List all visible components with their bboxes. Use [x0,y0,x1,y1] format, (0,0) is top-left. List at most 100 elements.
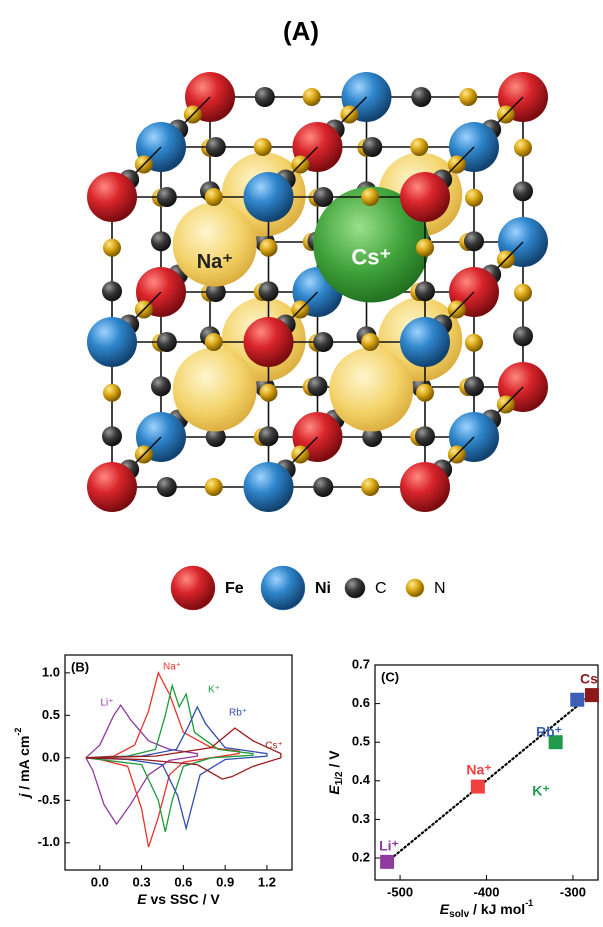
c-atom [157,187,177,207]
legend-label: Ni [315,580,331,597]
na-ion [173,348,257,432]
x-tick-label: 0.9 [216,874,234,889]
c-atom [411,87,431,107]
x-tick-label: -400 [473,884,499,899]
axis-label: E vs SSC / V [137,891,220,907]
axis-unit: / kJ mol [469,901,525,917]
point-label: Cs [580,671,598,687]
ion-label: Cs⁺ [351,244,391,269]
crystal-structure: Na⁺ Cs⁺ [87,72,548,512]
y-tick-label: 0.7 [352,656,370,671]
n-atom [254,138,272,156]
y-tick-label: 0.4 [352,772,371,787]
axis-label: Esolv / kJ mol-1 [440,898,533,919]
y-tick-label: 1.0 [42,664,60,679]
n-atom [416,239,434,257]
x-tick-label: 0.0 [91,874,109,889]
axis-unit: vs SSC / V [147,891,221,907]
c-atom [513,326,533,346]
n-atom [303,88,321,106]
point [380,855,394,869]
series-label: Cs⁺ [265,741,283,752]
x-tick-label: -500 [387,884,413,899]
n-atom [465,334,483,352]
n-atom [260,239,278,257]
fe-atom [244,317,294,367]
series-label: Li⁺ [100,698,113,709]
n-atom [205,333,223,351]
n-atom [514,139,532,157]
legend-label: C [375,580,387,597]
fit-line [387,694,592,862]
page: (A) Na⁺Cs⁺ FeNiCN 0.00.30.60.91.2-1.0-0.… [0,0,603,927]
n-atom [103,384,121,402]
legend: Fe Ni C N [171,566,446,610]
ni-atom [87,317,137,367]
c-atom [151,231,171,251]
c-atom [313,477,333,497]
na-ion [329,348,413,432]
n-atom [361,333,379,351]
legend-label: N [434,580,446,597]
x-tick-label: 0.3 [133,874,151,889]
c-atom [415,426,435,446]
panel-label: (C) [381,669,399,684]
c-atom [102,281,122,301]
y-tick-label: 0.5 [352,734,370,749]
c-atom [308,376,328,396]
series-label: Na⁺ [163,662,181,673]
panel-label: (B) [71,659,89,674]
n-atom [514,284,532,302]
n-atom [103,239,121,257]
na-ion [173,203,257,287]
c-atom [157,477,177,497]
y-tick-label: 0.3 [352,811,370,826]
fe-atom [87,462,137,512]
ni-atom [244,462,294,512]
x-tick-label: 0.6 [174,874,192,889]
axis-subscript: solv [449,909,469,920]
n-atom [205,478,223,496]
point-label: Li⁺ [379,838,399,854]
ion-label: Na⁺ [197,251,233,273]
legend-swatch [171,566,215,610]
c-atom [464,376,484,396]
y-tick-label: -1.0 [38,834,60,849]
point [471,780,485,794]
c-atom [259,426,279,446]
c-atom [259,281,279,301]
n-atom [361,478,379,496]
n-atom [465,189,483,207]
axis-unit: / mA cm [16,736,32,794]
c-atom [415,281,435,301]
series-label: Rb⁺ [229,708,247,719]
panel-label: (A) [283,16,319,46]
axis-superscript: -1 [525,898,533,908]
fe-atom [400,172,450,222]
fe-atom [400,462,450,512]
x-tick-label: 1.2 [258,874,276,889]
axis-label: j / mA cm-2 [13,728,31,800]
c-atom [513,181,533,201]
x-tick-label: -300 [560,884,586,899]
y-tick-label: 0.2 [352,849,370,864]
axis-superscript: -2 [13,728,23,736]
axis-subscript: 1/2 [334,771,345,785]
y-tick-label: 0.5 [42,707,60,722]
n-atom [205,188,223,206]
c-atom [313,332,333,352]
c-atom [151,376,171,396]
series-label: K⁺ [208,685,220,696]
n-atom [459,88,477,106]
legend-swatch [345,578,365,598]
n-atom [361,188,379,206]
c-atom [157,332,177,352]
chart: -500-400-3000.20.30.40.50.60.7(C)Esolv /… [326,656,599,919]
legend-swatch [406,579,424,597]
ni-atom [244,172,294,222]
ni-atom [400,317,450,367]
legend-label: Fe [225,580,244,597]
figure: (A) Na⁺Cs⁺ FeNiCN 0.00.30.60.91.2-1.0-0.… [0,0,603,922]
point-label: K⁺ [532,783,550,799]
